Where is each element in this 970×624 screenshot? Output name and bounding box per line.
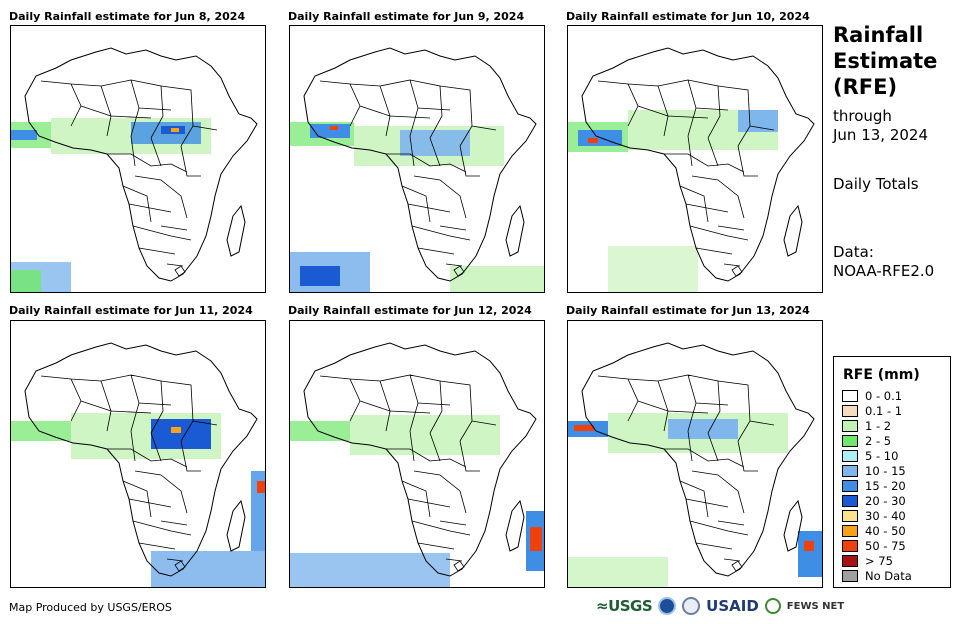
legend-item: No Data: [842, 569, 912, 583]
legend-swatch: [842, 390, 858, 402]
data-source: NOAA-RFE2.0: [833, 262, 935, 280]
map-jun10-svg: [568, 47, 815, 292]
map-jun9-svg: [290, 47, 544, 292]
rainfall-map-jun9[interactable]: [289, 25, 545, 293]
legend-item: 40 - 50: [842, 524, 906, 538]
legend-item: 15 - 20: [842, 479, 906, 493]
sidebar-title-line2: Estimate: [833, 49, 938, 73]
seal-icon: [682, 597, 701, 615]
usaid-logo: USAID: [706, 597, 759, 615]
panel-title-jun10: Daily Rainfall estimate for Jun 10, 2024: [566, 10, 810, 23]
legend-item: 0 - 0.1: [842, 389, 902, 403]
map-jun11-svg: [11, 342, 265, 587]
data-label: Data:: [833, 243, 874, 261]
legend-swatch: [842, 495, 858, 507]
legend-swatch: [842, 435, 858, 447]
usgs-logo: ≈USGS: [596, 597, 653, 615]
legend-swatch: [842, 570, 858, 582]
legend-title: RFE (mm): [843, 367, 920, 383]
legend-label: 5 - 10: [865, 449, 899, 463]
legend-item: 10 - 15: [842, 464, 906, 478]
map-credit: Map Produced by USGS/EROS: [9, 601, 172, 614]
legend-swatch: [842, 525, 858, 537]
legend-item: > 75: [842, 554, 893, 568]
legend-label: 0.1 - 1: [865, 404, 903, 418]
rainfall-map-jun10[interactable]: [567, 25, 823, 293]
legend-item: 1 - 2: [842, 419, 891, 433]
legend-swatch: [842, 555, 858, 567]
rainfall-map-jun11[interactable]: [10, 320, 266, 588]
panel-title-jun8: Daily Rainfall estimate for Jun 8, 2024: [9, 10, 246, 23]
legend-swatch: [842, 480, 858, 492]
sidebar-title: Rainfall Estimate (RFE): [833, 22, 937, 100]
legend-swatch: [842, 465, 858, 477]
map-jun8-svg: [11, 47, 258, 292]
legend-label: > 75: [865, 554, 893, 568]
legend-swatch: [842, 540, 858, 552]
agency-logos: ≈USGS USAID FEWS NET: [596, 597, 844, 615]
legend-swatch: [842, 510, 858, 522]
fews-net-logo: FEWS NET: [786, 600, 845, 612]
legend-item: 5 - 10: [842, 449, 898, 463]
legend-label: 15 - 20: [865, 479, 906, 493]
legend-swatch: [842, 405, 858, 417]
legend-label: No Data: [865, 569, 912, 583]
map-jun12-svg: [290, 342, 544, 587]
legend-item: 20 - 30: [842, 494, 906, 508]
legend-item: 50 - 75: [842, 539, 906, 553]
panel-title-jun12: Daily Rainfall estimate for Jun 12, 2024: [288, 304, 532, 317]
legend-label: 30 - 40: [865, 509, 906, 523]
sidebar-title-line3: (RFE): [833, 75, 898, 99]
sidebar-title-line1: Rainfall: [833, 23, 924, 47]
legend-item: 2 - 5: [842, 434, 891, 448]
panel-title-jun11: Daily Rainfall estimate for Jun 11, 2024: [9, 304, 253, 317]
legend-swatch: [842, 420, 858, 432]
legend-label: 50 - 75: [865, 539, 906, 553]
legend-label: 0 - 0.1: [865, 389, 903, 403]
through-date: Jun 13, 2024: [833, 126, 929, 144]
legend-label: 1 - 2: [865, 419, 892, 433]
rainfall-map-jun8[interactable]: [10, 25, 266, 293]
rainfall-map-jun13[interactable]: [567, 320, 823, 588]
totals-label: Daily Totals: [833, 175, 919, 193]
noaa-logo: [658, 597, 677, 615]
legend-item: 30 - 40: [842, 509, 906, 523]
legend-swatch: [842, 450, 858, 462]
panel-title-jun9: Daily Rainfall estimate for Jun 9, 2024: [288, 10, 525, 23]
legend-label: 20 - 30: [865, 494, 906, 508]
panel-title-jun13: Daily Rainfall estimate for Jun 13, 2024: [566, 304, 810, 317]
map-jun13-svg: [568, 342, 822, 587]
fews-globe-icon: [764, 598, 781, 614]
legend-label: 10 - 15: [865, 464, 906, 478]
legend-label: 40 - 50: [865, 524, 906, 538]
rainfall-map-jun12[interactable]: [289, 320, 545, 588]
legend-item: 0.1 - 1: [842, 404, 902, 418]
legend-label: 2 - 5: [865, 434, 892, 448]
through-label: through: [833, 107, 892, 125]
